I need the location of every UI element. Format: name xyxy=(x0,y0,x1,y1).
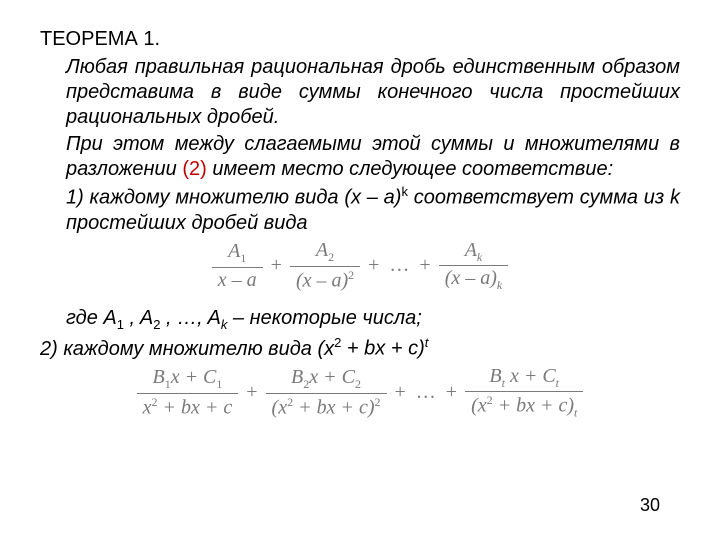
fraction: Bt x + Ct(x2 + bx + c)t xyxy=(465,366,583,420)
p2-part-b: имеет место следующее соответствие: xyxy=(207,158,613,180)
plus-sign: + xyxy=(269,254,284,277)
numerator: Bt x + Ct xyxy=(483,366,565,392)
denominator: x2 + bx + c xyxy=(137,393,239,419)
w-b: , A xyxy=(124,307,153,329)
ellipsis: … xyxy=(387,254,411,277)
w-d: – некоторые числа; xyxy=(227,307,421,329)
paragraph-1: Любая правильная рациональная дробь един… xyxy=(66,55,680,130)
case2-a: 2) каждому множителю вида (x xyxy=(40,338,334,360)
plus-sign: + xyxy=(366,254,381,277)
fraction: B1x + C1x2 + bx + c xyxy=(137,367,239,418)
case-1-text: 1) каждому множителю вида (x – a)k соотв… xyxy=(66,184,680,236)
exp-t: t xyxy=(425,335,429,350)
sub-1: 1 xyxy=(117,317,124,332)
page-number: 30 xyxy=(640,495,660,516)
numerator: A2 xyxy=(310,240,340,266)
fraction: B2x + C2(x2 + bx + c)2 xyxy=(266,367,387,418)
paragraph-2: При этом между слагаемыми этой суммы и м… xyxy=(66,132,680,182)
reference-2: (2) xyxy=(182,158,206,180)
w-a: где A xyxy=(66,307,117,329)
plus-sign: + xyxy=(444,381,459,404)
case-1-block: 1) каждому множителю вида (x – a)k соотв… xyxy=(40,184,680,292)
fraction: Ak(x – a)k xyxy=(439,240,509,292)
denominator: (x2 + bx + c)t xyxy=(465,391,583,419)
case2-b: + bx + c) xyxy=(341,338,424,360)
numerator: B2x + C2 xyxy=(285,367,367,393)
plus-sign: + xyxy=(244,381,259,404)
ellipsis: … xyxy=(414,381,438,404)
fraction: A2(x – a)2 xyxy=(290,240,360,291)
numerator: B1x + C1 xyxy=(146,367,228,393)
fraction: A1x – a xyxy=(212,241,263,291)
denominator: (x – a)2 xyxy=(290,266,360,292)
numerator: Ak xyxy=(459,240,489,266)
numerator: A1 xyxy=(222,241,252,267)
formula-2: B1x + C1x2 + bx + c+B2x + C2(x2 + bx + c… xyxy=(40,366,680,420)
denominator: (x2 + bx + c)2 xyxy=(266,393,387,419)
theorem-title: ТЕОРЕМА 1. xyxy=(40,28,680,51)
plus-sign: + xyxy=(417,254,432,277)
plus-sign: + xyxy=(393,381,408,404)
denominator: x – a xyxy=(212,267,263,291)
case1-a: 1) каждому множителю вида (x – a) xyxy=(66,187,401,209)
case-2-text: 2) каждому множителю вида (x2 + bx + c)t xyxy=(66,335,680,362)
denominator: (x – a)k xyxy=(439,265,509,292)
w-c: , …, A xyxy=(160,307,220,329)
where-line: где A1 , A2 , …, Ak – некоторые числа; xyxy=(66,306,680,333)
slide: ТЕОРЕМА 1. Любая правильная рациональная… xyxy=(0,0,720,540)
formula-1: A1x – a + A2(x – a)2 + … + Ak(x – a)k xyxy=(40,240,680,292)
